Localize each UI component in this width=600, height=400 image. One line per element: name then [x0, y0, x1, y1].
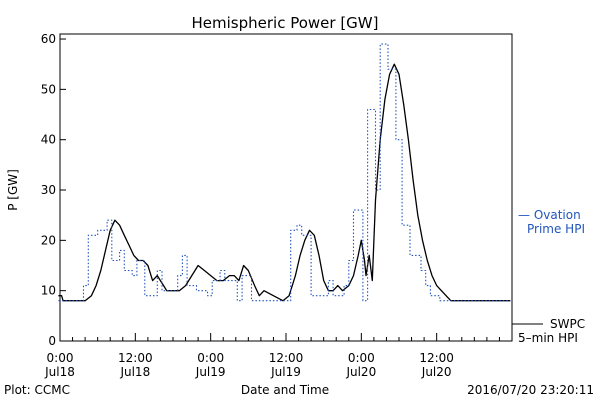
y-tick-label: 60	[41, 32, 56, 46]
legend: — Ovation Prime HPI SWPC 5–min HPI	[512, 208, 585, 345]
y-tick-label: 10	[41, 284, 56, 298]
y-axis-ticks: 0 10 20 30 40 50 60	[41, 32, 66, 348]
series-line-swpc	[58, 63, 511, 302]
y-tick-label: 50	[41, 82, 56, 96]
legend-ovation-line2: Prime HPI	[527, 222, 585, 236]
x-tick-time-label: 0:00	[348, 351, 375, 365]
legend-swpc-line2: 5–min HPI	[518, 331, 578, 345]
x-tick-time-label: 0:00	[47, 351, 74, 365]
y-axis-label: P [GW]	[6, 169, 20, 211]
legend-ovation-line1: — Ovation	[518, 208, 581, 222]
y-tick-label: 40	[41, 133, 56, 147]
x-tick-date-label: Jul20	[345, 365, 376, 379]
x-tick-time-label: 12:00	[269, 351, 304, 365]
legend-swpc-line1: SWPC	[550, 317, 585, 331]
x-axis-ticks: 0:00Jul1812:00Jul180:00Jul1912:00Jul190:…	[44, 333, 513, 379]
y-tick-label: 30	[41, 183, 56, 197]
x-tick-date-label: Jul18	[119, 365, 150, 379]
plot-frame	[59, 33, 513, 342]
x-tick-date-label: Jul19	[195, 365, 226, 379]
chart-title: Hemispheric Power [GW]	[192, 14, 379, 32]
x-tick-time-label: 0:00	[197, 351, 224, 365]
y-tick-label: 0	[48, 334, 56, 348]
x-tick-time-label: 12:00	[118, 351, 153, 365]
series-layer	[58, 43, 511, 302]
plot-credit: Plot: CCMC	[4, 383, 70, 397]
series-line-ovation	[58, 43, 511, 302]
x-tick-date-label: Jul18	[44, 365, 75, 379]
x-tick-time-label: 12:00	[419, 351, 454, 365]
plot-timestamp: 2016/07/20 23:20:11	[467, 383, 594, 397]
x-axis-label: Date and Time	[241, 383, 329, 397]
x-tick-date-label: Jul19	[270, 365, 301, 379]
y-tick-label: 20	[41, 233, 56, 247]
x-tick-date-label: Jul20	[421, 365, 452, 379]
